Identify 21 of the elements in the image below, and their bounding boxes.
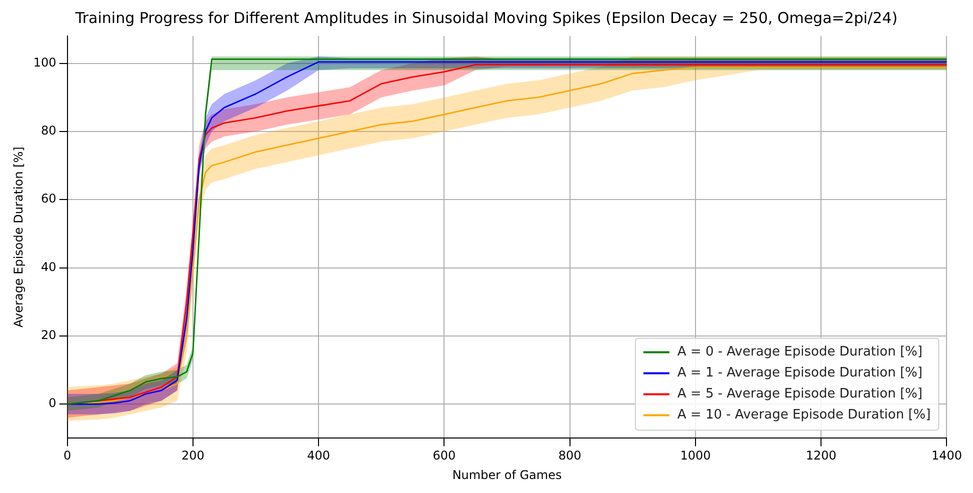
x-tick-label: 400 — [307, 448, 330, 463]
x-tick-label: 200 — [181, 448, 204, 463]
y-tick-label: 100 — [33, 55, 56, 70]
x-tick-label: 800 — [558, 448, 582, 463]
x-tick-label: 1000 — [680, 448, 711, 463]
x-axis-title: Number of Games — [452, 468, 562, 482]
legend-label: A = 10 - Average Episode Duration [%] — [677, 408, 931, 423]
y-tick-label: 20 — [41, 328, 56, 342]
legend-label: A = 0 - Average Episode Duration [%] — [677, 344, 922, 360]
x-tick-label: 0 — [63, 448, 72, 463]
legend-label: A = 5 - Average Episode Duration [%] — [677, 386, 922, 402]
y-tick-label: 80 — [41, 124, 56, 138]
x-tick-label: 600 — [432, 448, 456, 463]
chart-title: Training Progress for Different Amplitudes in Sinusoidal Moving Spikes (Epsilon Decay = 250, Omega=2pi/24) — [74, 8, 898, 27]
y-tick-label: 60 — [41, 192, 56, 206]
x-tick-label: 1400 — [931, 448, 962, 463]
y-tick-label: 0 — [48, 396, 56, 410]
y-axis-title: Average Episode Duration [%] — [11, 146, 26, 328]
y-tick-label: 40 — [41, 260, 56, 274]
x-tick-label: 1200 — [806, 448, 836, 463]
legend-label: A = 1 - Average Episode Duration [%] — [677, 366, 922, 381]
